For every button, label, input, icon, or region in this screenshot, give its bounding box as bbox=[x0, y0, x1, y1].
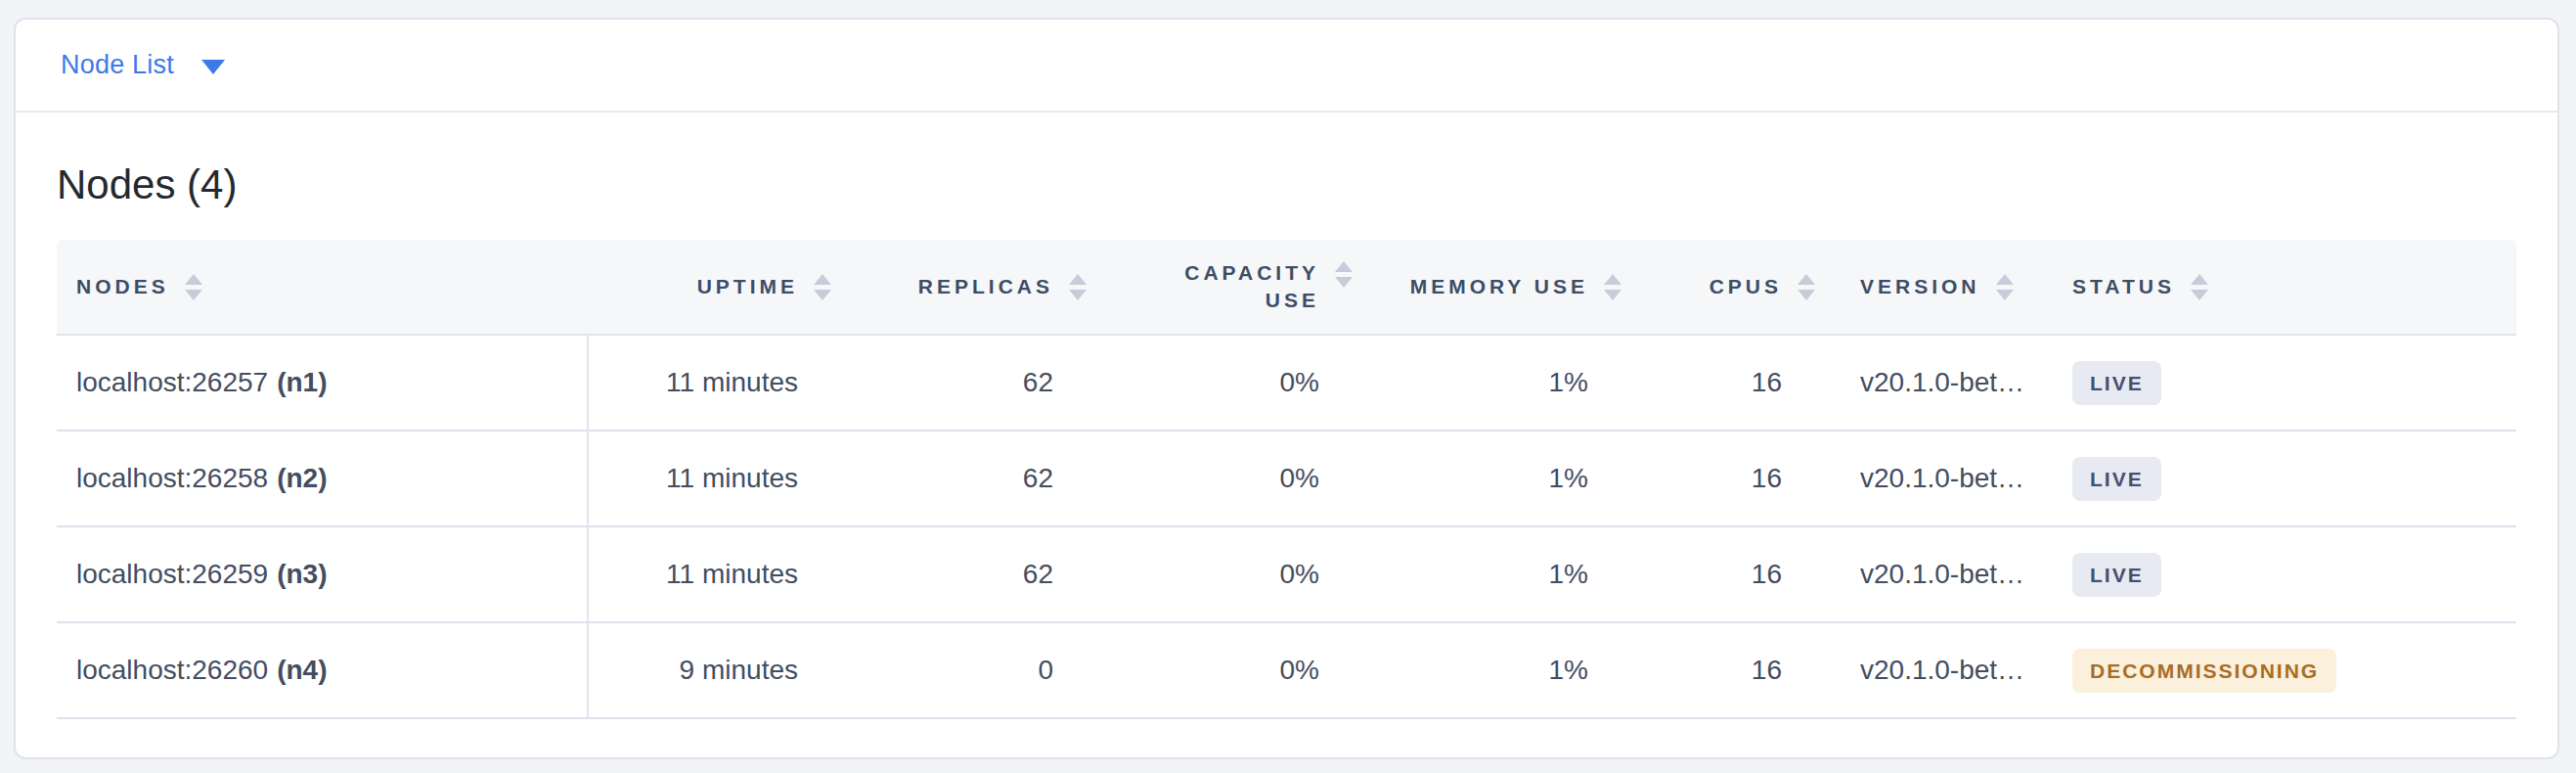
cell-node-address: localhost:26257 (n1) bbox=[57, 336, 589, 430]
status-badge: DECOMMISSIONING bbox=[2072, 649, 2336, 693]
cell-replicas: 62 bbox=[849, 336, 1104, 430]
column-header-replicas[interactable]: REPLICAS bbox=[849, 240, 1104, 334]
cell-capacity-use: 0% bbox=[1104, 623, 1370, 717]
cell-cpus: 16 bbox=[1639, 336, 1833, 430]
sort-icon bbox=[185, 274, 202, 300]
cell-cpus: 16 bbox=[1639, 623, 1833, 717]
node-list-dropdown-label: Node List bbox=[61, 52, 174, 78]
table-row[interactable]: localhost:26259 (n3) 11 minutes 62 0% 1%… bbox=[57, 527, 2516, 623]
table-header-row: NODES UPTIME REPLICAS CAPACITY USE bbox=[57, 240, 2516, 336]
sort-icon bbox=[1069, 274, 1087, 300]
cell-capacity-use: 0% bbox=[1104, 336, 1370, 430]
sort-icon bbox=[1996, 274, 2014, 300]
sort-icon bbox=[1798, 274, 1815, 300]
sort-icon bbox=[2191, 274, 2208, 300]
cell-memory-use: 1% bbox=[1370, 527, 1639, 621]
node-list-dropdown[interactable]: Node List bbox=[61, 52, 225, 78]
sort-icon bbox=[1604, 274, 1621, 300]
cell-node-address: localhost:26259 (n3) bbox=[57, 527, 589, 621]
column-header-memory-use[interactable]: MEMORY USE bbox=[1370, 240, 1639, 334]
cell-replicas: 62 bbox=[849, 527, 1104, 621]
nodes-content: Nodes (4) NODES UPTIME REPLICAS CAPAC bbox=[16, 159, 2557, 719]
caret-down-icon bbox=[201, 60, 225, 74]
cell-cpus: 16 bbox=[1639, 432, 1833, 525]
cell-version: v20.1.0-bet… bbox=[1833, 527, 2056, 621]
column-header-uptime[interactable]: UPTIME bbox=[589, 240, 849, 334]
table-row[interactable]: localhost:26258 (n2) 11 minutes 62 0% 1%… bbox=[57, 432, 2516, 527]
cell-status: DECOMMISSIONING bbox=[2056, 623, 2516, 717]
cell-memory-use: 1% bbox=[1370, 623, 1639, 717]
cell-uptime: 9 minutes bbox=[589, 623, 849, 717]
node-id: (n1) bbox=[277, 367, 327, 398]
page-title: Nodes (4) bbox=[57, 159, 2516, 210]
node-id: (n2) bbox=[277, 463, 327, 494]
sort-icon bbox=[814, 274, 831, 300]
cell-status: LIVE bbox=[2056, 336, 2516, 430]
column-header-status[interactable]: STATUS bbox=[2056, 240, 2516, 334]
cell-memory-use: 1% bbox=[1370, 336, 1639, 430]
status-badge: LIVE bbox=[2072, 553, 2161, 597]
cell-uptime: 11 minutes bbox=[589, 432, 849, 525]
cell-version: v20.1.0-bet… bbox=[1833, 432, 2056, 525]
table-row[interactable]: localhost:26260 (n4) 9 minutes 0 0% 1% 1… bbox=[57, 623, 2516, 719]
column-header-capacity-use[interactable]: CAPACITY USE bbox=[1104, 240, 1370, 334]
cell-capacity-use: 0% bbox=[1104, 527, 1370, 621]
column-header-version[interactable]: VERSION bbox=[1833, 240, 2056, 334]
cell-capacity-use: 0% bbox=[1104, 432, 1370, 525]
cell-uptime: 11 minutes bbox=[589, 336, 849, 430]
column-header-cpus[interactable]: CPUS bbox=[1639, 240, 1833, 334]
cell-status: LIVE bbox=[2056, 432, 2516, 525]
cell-cpus: 16 bbox=[1639, 527, 1833, 621]
cell-version: v20.1.0-bet… bbox=[1833, 336, 2056, 430]
table-row[interactable]: localhost:26257 (n1) 11 minutes 62 0% 1%… bbox=[57, 336, 2516, 432]
nodes-card: Node List Nodes (4) NODES UPTIME REPLICA… bbox=[14, 18, 2559, 759]
cell-replicas: 62 bbox=[849, 432, 1104, 525]
view-selector-bar: Node List bbox=[16, 20, 2557, 113]
status-badge: LIVE bbox=[2072, 361, 2161, 405]
cell-node-address: localhost:26258 (n2) bbox=[57, 432, 589, 525]
status-badge: LIVE bbox=[2072, 457, 2161, 501]
node-id: (n4) bbox=[277, 655, 327, 686]
node-id: (n3) bbox=[277, 559, 327, 590]
cell-replicas: 0 bbox=[849, 623, 1104, 717]
cell-memory-use: 1% bbox=[1370, 432, 1639, 525]
cell-version: v20.1.0-bet… bbox=[1833, 623, 2056, 717]
cell-node-address: localhost:26260 (n4) bbox=[57, 623, 589, 717]
cell-uptime: 11 minutes bbox=[589, 527, 849, 621]
column-header-nodes[interactable]: NODES bbox=[57, 240, 589, 334]
node-table: NODES UPTIME REPLICAS CAPACITY USE bbox=[57, 240, 2516, 719]
cell-status: LIVE bbox=[2056, 527, 2516, 621]
sort-icon bbox=[1335, 261, 1353, 288]
